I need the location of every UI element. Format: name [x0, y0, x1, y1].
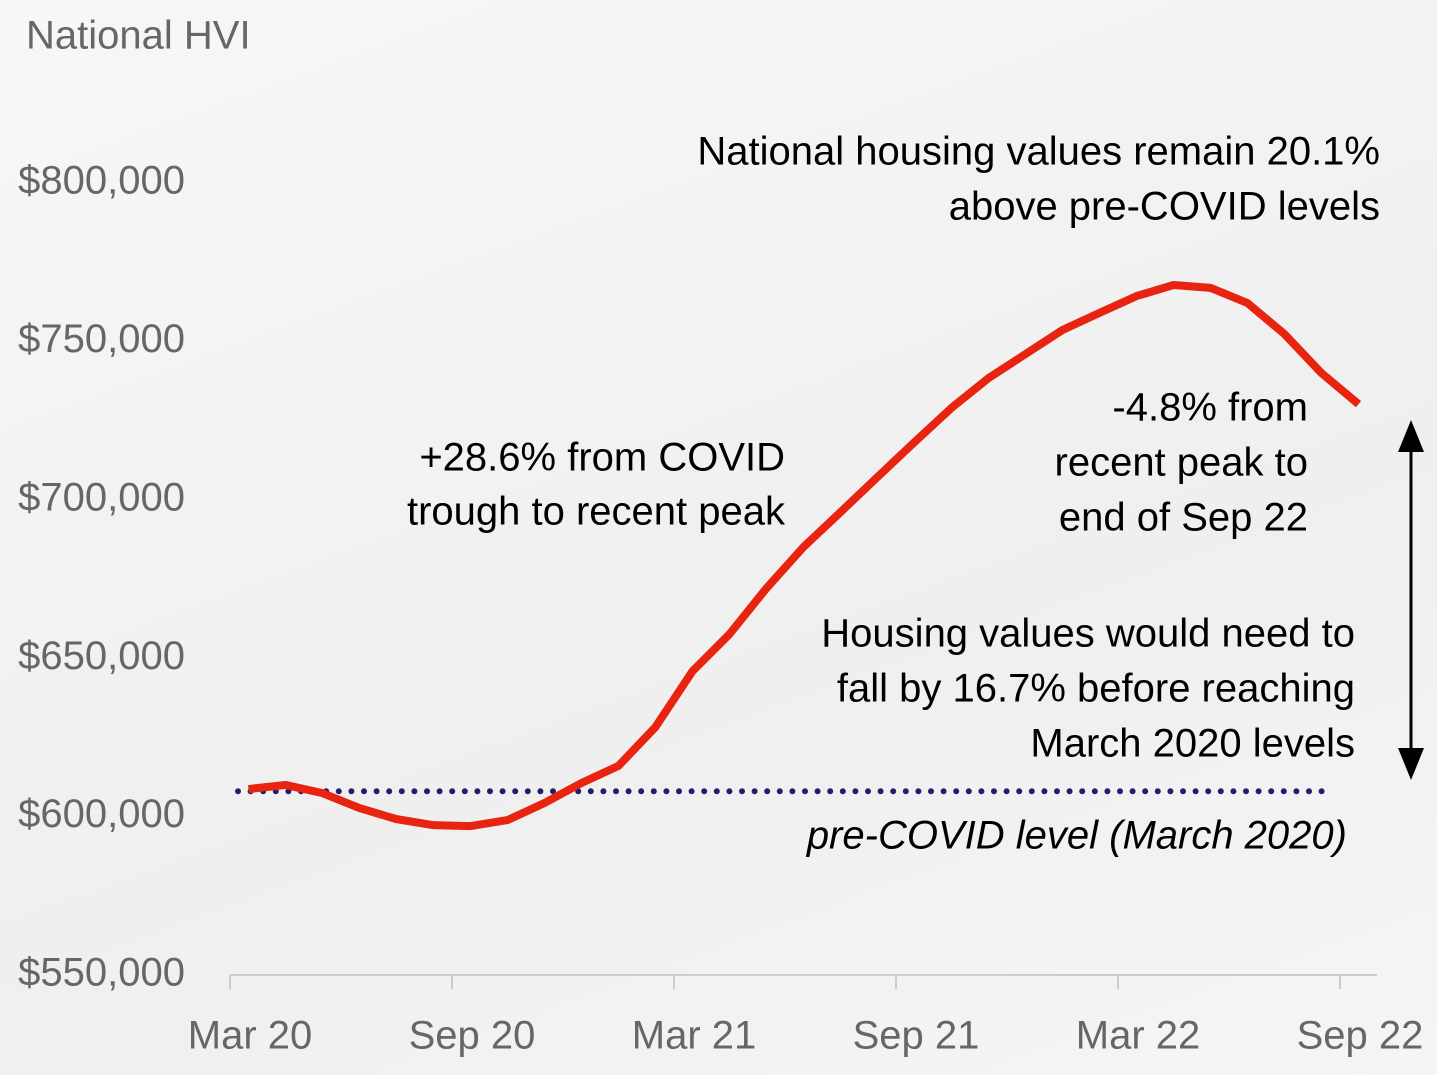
reference-label: pre-COVID level (March 2020) [806, 814, 1347, 858]
annotation: National housing values remain 20.1% [697, 130, 1380, 174]
x-tick-label: Mar 21 [632, 1014, 757, 1058]
x-tick-label: Sep 21 [853, 1014, 980, 1058]
x-tick-label: Mar 22 [1076, 1014, 1201, 1058]
annotation: +28.6% from COVID [419, 436, 785, 480]
y-tick-label: $600,000 [18, 792, 185, 836]
annotation: March 2020 levels [1030, 722, 1355, 766]
annotation: recent peak to [1055, 441, 1309, 485]
y-tick-label: $800,000 [18, 159, 185, 203]
y-tick-label: $650,000 [18, 634, 185, 678]
data-line [248, 281, 1362, 831]
annotation: end of Sep 22 [1059, 496, 1308, 540]
range-arrow [1398, 420, 1424, 780]
x-tick-label: Mar 20 [188, 1014, 313, 1058]
annotation: Housing values would need to [821, 612, 1355, 656]
chart-title: National HVI [26, 14, 251, 58]
y-tick-label: $550,000 [18, 951, 185, 995]
x-tick-label: Sep 20 [409, 1014, 536, 1058]
x-tick-label: Sep 22 [1297, 1014, 1424, 1058]
annotation: trough to recent peak [407, 490, 786, 534]
annotation: above pre-COVID levels [949, 185, 1380, 229]
y-tick-label: $700,000 [18, 475, 185, 519]
annotation: fall by 16.7% before reaching [837, 667, 1355, 711]
annotation: -4.8% from [1112, 386, 1308, 430]
y-tick-label: $750,000 [18, 317, 185, 361]
